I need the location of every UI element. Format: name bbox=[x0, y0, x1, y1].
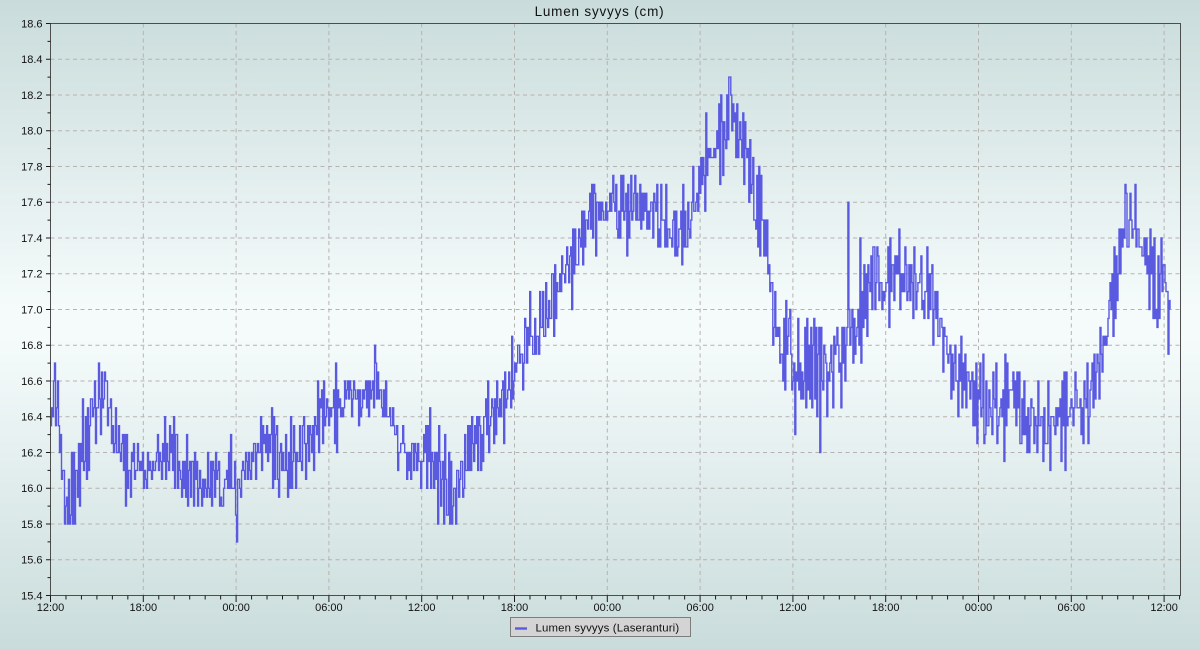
svg-text:12:00: 12:00 bbox=[408, 602, 436, 614]
svg-text:17.4: 17.4 bbox=[21, 233, 42, 245]
svg-text:15.4: 15.4 bbox=[21, 590, 42, 602]
svg-text:18.2: 18.2 bbox=[21, 90, 42, 102]
svg-text:15.8: 15.8 bbox=[21, 519, 42, 531]
svg-text:18.6: 18.6 bbox=[21, 18, 42, 30]
svg-text:16.0: 16.0 bbox=[21, 483, 42, 495]
svg-text:00:00: 00:00 bbox=[965, 602, 993, 614]
svg-text:Lumen syvyys (Laseranturi): Lumen syvyys (Laseranturi) bbox=[536, 622, 680, 634]
svg-text:16.4: 16.4 bbox=[21, 412, 42, 424]
svg-text:16.2: 16.2 bbox=[21, 447, 42, 459]
svg-text:17.8: 17.8 bbox=[21, 161, 42, 173]
svg-text:18:00: 18:00 bbox=[501, 602, 529, 614]
svg-text:00:00: 00:00 bbox=[222, 602, 250, 614]
svg-text:18:00: 18:00 bbox=[872, 602, 900, 614]
svg-text:06:00: 06:00 bbox=[315, 602, 343, 614]
svg-text:12:00: 12:00 bbox=[779, 602, 807, 614]
svg-text:17.6: 17.6 bbox=[21, 197, 42, 209]
svg-text:16.6: 16.6 bbox=[21, 376, 42, 388]
svg-text:15.6: 15.6 bbox=[21, 555, 42, 567]
svg-text:16.8: 16.8 bbox=[21, 340, 42, 352]
svg-text:06:00: 06:00 bbox=[686, 602, 714, 614]
svg-text:17.2: 17.2 bbox=[21, 269, 42, 281]
svg-text:18.4: 18.4 bbox=[21, 54, 42, 66]
svg-text:00:00: 00:00 bbox=[594, 602, 622, 614]
svg-text:12:00: 12:00 bbox=[1150, 602, 1178, 614]
svg-text:12:00: 12:00 bbox=[37, 602, 65, 614]
svg-text:18.0: 18.0 bbox=[21, 126, 42, 138]
svg-text:06:00: 06:00 bbox=[1058, 602, 1086, 614]
svg-text:Lumen syvyys (cm): Lumen syvyys (cm) bbox=[535, 4, 665, 19]
svg-text:17.0: 17.0 bbox=[21, 304, 42, 316]
svg-text:18:00: 18:00 bbox=[130, 602, 158, 614]
